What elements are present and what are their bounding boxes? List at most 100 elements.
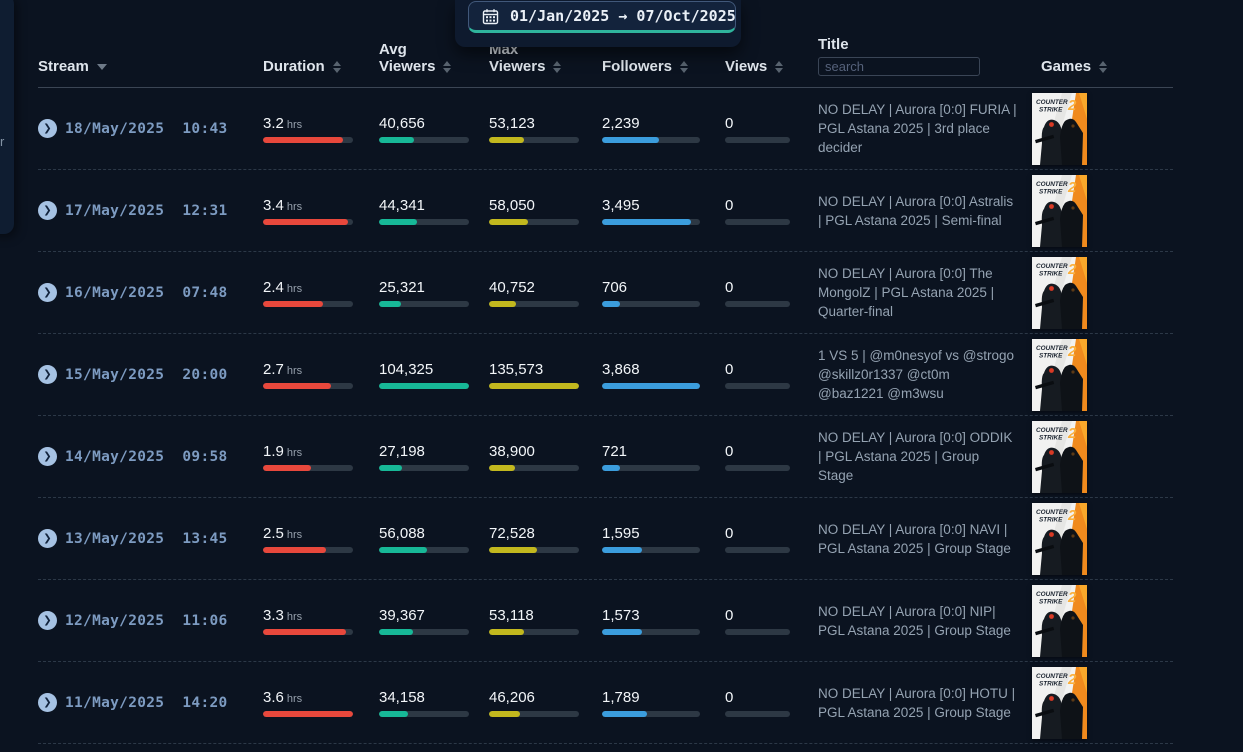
- stream-row: ❯ 11/May/2025 14:20 3.6 hrs 34,158 46,206…: [38, 662, 1173, 744]
- duration-bar: [263, 464, 353, 471]
- svg-text:STRIKE: STRIKE: [1039, 106, 1063, 113]
- stream-row: ❯ 16/May/2025 07:48 2.4 hrs 25,321 40,752…: [38, 252, 1173, 334]
- column-header-followers[interactable]: Followers: [602, 58, 725, 87]
- stream-datetime: 13/May/2025 13:45: [65, 530, 228, 547]
- expand-stream-button[interactable]: ❯: [38, 447, 57, 466]
- stream-datetime: 17/May/2025 12:31: [65, 202, 228, 219]
- games-cell: COUNTER STRIKE 2: [1032, 420, 1173, 493]
- max-viewers-value: 135,573: [489, 360, 544, 378]
- max-viewers-bar: [489, 300, 579, 307]
- date-range-popup: 01/Jan/2025 → 07/Oct/2025: [455, 0, 741, 47]
- games-cell: COUNTER STRIKE 2: [1032, 584, 1173, 657]
- duration-unit: hrs: [286, 364, 303, 377]
- sort-icon: [680, 60, 689, 73]
- game-cover-counter-strike-2[interactable]: COUNTER STRIKE 2: [1032, 420, 1087, 493]
- avg-viewers-cell: 25,321: [379, 279, 489, 307]
- views-value: 0: [725, 524, 734, 542]
- game-cover-counter-strike-2[interactable]: COUNTER STRIKE 2: [1032, 92, 1087, 165]
- duration-bar: [263, 218, 353, 225]
- duration-bar: [263, 136, 353, 143]
- followers-value: 3,868: [602, 360, 640, 378]
- followers-cell: 1,789: [602, 689, 725, 717]
- stream-datetime: 15/May/2025 20:00: [65, 366, 228, 383]
- game-cover-counter-strike-2[interactable]: COUNTER STRIKE 2: [1032, 502, 1087, 575]
- followers-cell: 721: [602, 443, 725, 471]
- expand-stream-button[interactable]: ❯: [38, 119, 57, 138]
- column-header-views[interactable]: Views: [725, 58, 818, 87]
- duration-cell: 2.4 hrs: [263, 279, 379, 307]
- stream-cell: ❯ 18/May/2025 10:43: [38, 119, 263, 138]
- views-cell: 0: [725, 115, 818, 143]
- followers-value: 3,495: [602, 196, 640, 214]
- expand-stream-button[interactable]: ❯: [38, 693, 57, 712]
- max-viewers-cell: 46,206: [489, 689, 602, 717]
- game-cover-counter-strike-2[interactable]: COUNTER STRIKE 2: [1032, 666, 1087, 739]
- duration-unit: hrs: [286, 692, 303, 705]
- column-header-max-viewers[interactable]: Max Viewers: [489, 41, 602, 87]
- game-cover-counter-strike-2[interactable]: COUNTER STRIKE 2: [1032, 584, 1087, 657]
- expand-stream-button[interactable]: ❯: [38, 283, 57, 302]
- column-header-duration[interactable]: Duration: [263, 58, 379, 87]
- max-viewers-value: 53,123: [489, 114, 535, 132]
- views-cell: 0: [725, 689, 818, 717]
- views-bar: [725, 382, 790, 389]
- left-sidebar-fragment: r: [0, 0, 14, 234]
- svg-text:COUNTER: COUNTER: [1036, 427, 1068, 434]
- avg-viewers-value: 34,158: [379, 688, 425, 706]
- column-header-stream[interactable]: Stream: [38, 58, 263, 87]
- expand-stream-button[interactable]: ❯: [38, 201, 57, 220]
- svg-text:COUNTER: COUNTER: [1036, 345, 1068, 352]
- svg-text:COUNTER: COUNTER: [1036, 99, 1068, 106]
- game-cover-counter-strike-2[interactable]: COUNTER STRIKE 2: [1032, 256, 1087, 329]
- date-range-input[interactable]: 01/Jan/2025 → 07/Oct/2025: [468, 1, 736, 33]
- expand-stream-button[interactable]: ❯: [38, 611, 57, 630]
- stream-cell: ❯ 16/May/2025 07:48: [38, 283, 263, 302]
- max-viewers-value: 53,118: [489, 606, 534, 624]
- sort-icon: [1099, 60, 1108, 73]
- avg-viewers-value: 44,341: [379, 196, 425, 214]
- avg-viewers-bar: [379, 218, 469, 225]
- game-cover-counter-strike-2[interactable]: COUNTER STRIKE 2: [1032, 174, 1087, 247]
- views-value: 0: [725, 278, 734, 296]
- stream-cell: ❯ 17/May/2025 12:31: [38, 201, 263, 220]
- game-cover-counter-strike-2[interactable]: COUNTER STRIKE 2: [1032, 338, 1087, 411]
- avg-viewers-value: 27,198: [379, 442, 425, 460]
- views-cell: 0: [725, 279, 818, 307]
- avg-viewers-value: 40,656: [379, 114, 425, 132]
- followers-bar: [602, 136, 700, 143]
- views-value: 0: [725, 688, 734, 706]
- max-viewers-cell: 135,573: [489, 361, 602, 389]
- duration-cell: 2.7 hrs: [263, 361, 379, 389]
- expand-stream-button[interactable]: ❯: [38, 529, 57, 548]
- duration-unit: hrs: [286, 528, 303, 541]
- column-header-games[interactable]: Games: [1032, 58, 1173, 87]
- stream-title: NO DELAY | Aurora [0:0] ODDIK | PGL Asta…: [818, 430, 1013, 483]
- views-bar: [725, 628, 790, 635]
- title-search-input[interactable]: [818, 57, 980, 76]
- followers-cell: 2,239: [602, 115, 725, 143]
- svg-text:2: 2: [1067, 179, 1077, 196]
- duration-bar: [263, 710, 353, 717]
- svg-text:STRIKE: STRIKE: [1039, 188, 1063, 195]
- avg-viewers-bar: [379, 300, 469, 307]
- expand-stream-button[interactable]: ❯: [38, 365, 57, 384]
- followers-value: 706: [602, 278, 628, 296]
- svg-text:STRIKE: STRIKE: [1039, 270, 1063, 277]
- games-cell: COUNTER STRIKE 2: [1032, 174, 1173, 247]
- avg-viewers-cell: 34,158: [379, 689, 489, 717]
- sort-icon: [553, 60, 562, 73]
- svg-text:STRIKE: STRIKE: [1039, 434, 1063, 441]
- max-viewers-bar: [489, 218, 579, 225]
- views-cell: 0: [725, 197, 818, 225]
- duration-unit: hrs: [286, 610, 303, 623]
- views-value: 0: [725, 606, 734, 624]
- stream-cell: ❯ 15/May/2025 20:00: [38, 365, 263, 384]
- column-header-avg-viewers[interactable]: Avg Viewers: [379, 41, 489, 87]
- stream-row: ❯ 18/May/2025 10:43 3.2 hrs 40,656 53,123…: [38, 88, 1173, 170]
- max-viewers-value: 38,900: [489, 442, 535, 460]
- max-viewers-cell: 72,528: [489, 525, 602, 553]
- games-cell: COUNTER STRIKE 2: [1032, 256, 1173, 329]
- views-bar: [725, 546, 790, 553]
- svg-text:2: 2: [1067, 507, 1077, 524]
- svg-text:STRIKE: STRIKE: [1039, 598, 1063, 605]
